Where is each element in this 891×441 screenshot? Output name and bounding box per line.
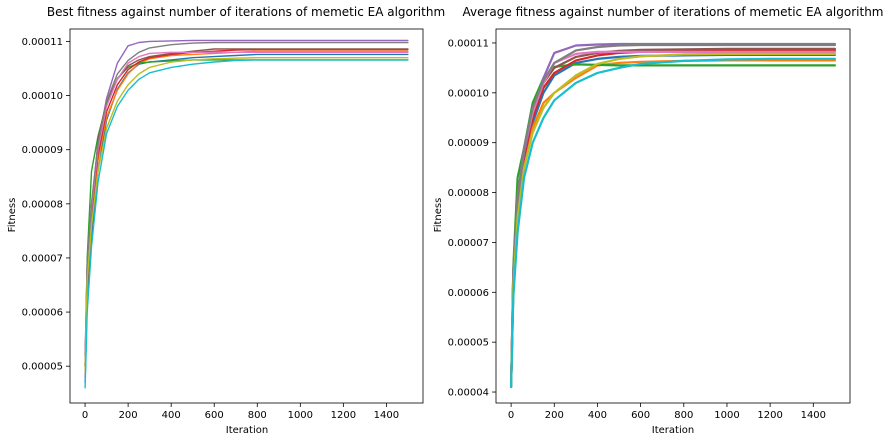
y-tick-label: 0.00009 <box>22 145 63 156</box>
x-tick-label: 0 <box>82 410 88 421</box>
x-tick-label: 600 <box>205 410 224 421</box>
y-tick-label: 0.00007 <box>448 238 489 249</box>
x-tick-label: 1400 <box>374 410 399 421</box>
x-tick-label: 1000 <box>288 410 313 421</box>
series-line-8 <box>510 43 837 389</box>
axis-ticks: 0 200 400 600 800 1000 1200 1400 0.00004 0.00005 0… <box>448 38 826 421</box>
x-tick-label: 400 <box>588 410 607 421</box>
x-tick-label: 1400 <box>801 410 826 421</box>
y-tick-label: 0.00005 <box>448 338 489 349</box>
y-tick-label: 0.00009 <box>448 138 489 149</box>
x-tick-label: 800 <box>674 410 693 421</box>
best-fitness-chart: Best fitness against number of iteration… <box>7 5 445 436</box>
y-tick-label: 0.00004 <box>448 388 489 399</box>
x-tick-label: 1000 <box>714 410 739 421</box>
y-axis-label: Fitness <box>433 198 444 233</box>
axis-ticks: 0 200 400 600 800 1000 1200 1400 0.00005 0.00006 0… <box>22 37 399 421</box>
x-axis-label: Iteration <box>226 425 268 436</box>
x-tick-label: 200 <box>545 410 564 421</box>
series-line-3 <box>510 63 837 389</box>
average-fitness-chart: Average fitness against number of iterat… <box>433 5 883 436</box>
y-tick-label: 0.00007 <box>22 253 63 264</box>
series-line-9 <box>510 52 837 389</box>
x-axis-label: Iteration <box>652 425 694 436</box>
x-tick-label: 200 <box>119 410 138 421</box>
y-tick-label: 0.00006 <box>448 288 489 299</box>
series-line-10 <box>510 57 837 389</box>
chart-title: Average fitness against number of iterat… <box>463 5 884 19</box>
series-lines <box>84 39 409 389</box>
y-tick-label: 0.00011 <box>22 37 63 48</box>
y-tick-label: 0.00006 <box>22 308 63 319</box>
y-tick-label: 0.00010 <box>448 88 489 99</box>
y-tick-label: 0.00008 <box>448 188 489 199</box>
x-tick-label: 800 <box>248 410 267 421</box>
plot-frame <box>495 28 851 404</box>
x-tick-label: 0 <box>508 410 514 421</box>
plot-frame <box>69 28 424 404</box>
y-axis-label: Fitness <box>7 198 18 233</box>
series-line-10 <box>84 59 409 389</box>
series-line-9 <box>84 57 409 373</box>
chart-title: Best fitness against number of iteration… <box>47 5 445 19</box>
y-tick-label: 0.00008 <box>22 199 63 210</box>
y-tick-label: 0.00011 <box>448 38 489 49</box>
y-tick-label: 0.00005 <box>22 362 63 373</box>
x-tick-label: 1200 <box>757 410 782 421</box>
x-tick-label: 1200 <box>331 410 356 421</box>
x-tick-label: 400 <box>162 410 181 421</box>
series-line-8 <box>84 41 409 367</box>
x-tick-label: 600 <box>631 410 650 421</box>
y-tick-label: 0.00010 <box>22 91 63 102</box>
series-lines <box>510 42 837 389</box>
